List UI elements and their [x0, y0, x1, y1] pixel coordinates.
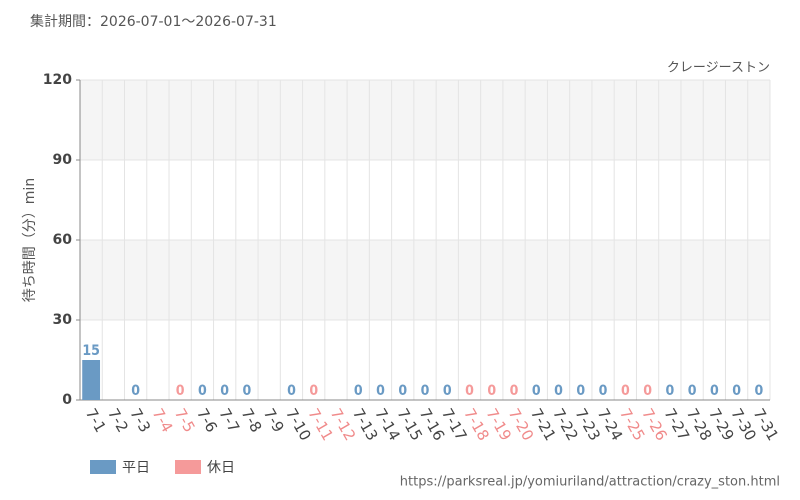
legend-label: 平日 — [122, 460, 150, 476]
legend-swatch — [175, 460, 201, 474]
value-label: 0 — [398, 383, 407, 399]
value-label: 0 — [354, 383, 363, 399]
value-label: 0 — [421, 383, 430, 399]
value-label: 0 — [688, 383, 697, 399]
x-tick-label: 7-2 — [104, 405, 132, 435]
value-label: 0 — [510, 383, 519, 399]
value-label: 0 — [376, 383, 385, 399]
value-label: 0 — [643, 383, 652, 399]
chart-subtitle: クレージーストン — [667, 61, 770, 76]
y-tick-label: 120 — [43, 72, 72, 88]
value-label: 0 — [754, 383, 763, 399]
value-label: 0 — [576, 383, 585, 399]
value-label: 0 — [621, 383, 630, 399]
value-label: 0 — [710, 383, 719, 399]
plot-band — [80, 240, 770, 320]
value-label: 0 — [198, 383, 207, 399]
value-label: 0 — [131, 383, 140, 399]
y-axis-title: 待ち時間（分）min — [22, 178, 38, 302]
x-tick-label: 7-3 — [126, 405, 154, 435]
y-tick-label: 0 — [62, 392, 72, 408]
value-label: 0 — [732, 383, 741, 399]
value-label: 0 — [665, 383, 674, 399]
y-tick-label: 60 — [53, 232, 73, 248]
value-label: 0 — [487, 383, 496, 399]
value-label: 0 — [287, 383, 296, 399]
value-label: 0 — [443, 383, 452, 399]
value-label: 0 — [220, 383, 229, 399]
source: https://parksreal.jp/yomiuriland/attract… — [400, 475, 780, 490]
value-label: 0 — [243, 383, 252, 399]
legend-swatch — [90, 460, 116, 474]
y-tick-label: 90 — [53, 152, 73, 168]
x-tick-label: 7-6 — [193, 405, 221, 435]
x-tick-label: 7-4 — [149, 405, 177, 435]
x-tick-label: 7-1 — [82, 405, 110, 435]
plot-band — [80, 80, 770, 160]
x-tick-label: 7-5 — [171, 405, 199, 435]
x-tick-label: 7-8 — [238, 405, 266, 435]
x-tick-label: 7-7 — [215, 405, 243, 435]
chart-title: 集計期間：2026-07-01～2026-07-31 — [30, 13, 277, 30]
value-label: 0 — [176, 383, 185, 399]
x-tick-label: 7-9 — [260, 405, 288, 435]
y-tick-label: 30 — [53, 312, 73, 328]
value-label: 0 — [554, 383, 563, 399]
value-label: 0 — [309, 383, 318, 399]
value-label: 0 — [532, 383, 541, 399]
value-label: 0 — [465, 383, 474, 399]
legend-label: 休日 — [207, 460, 235, 476]
value-label: 15 — [82, 343, 100, 359]
value-label: 0 — [599, 383, 608, 399]
bar — [82, 360, 101, 400]
